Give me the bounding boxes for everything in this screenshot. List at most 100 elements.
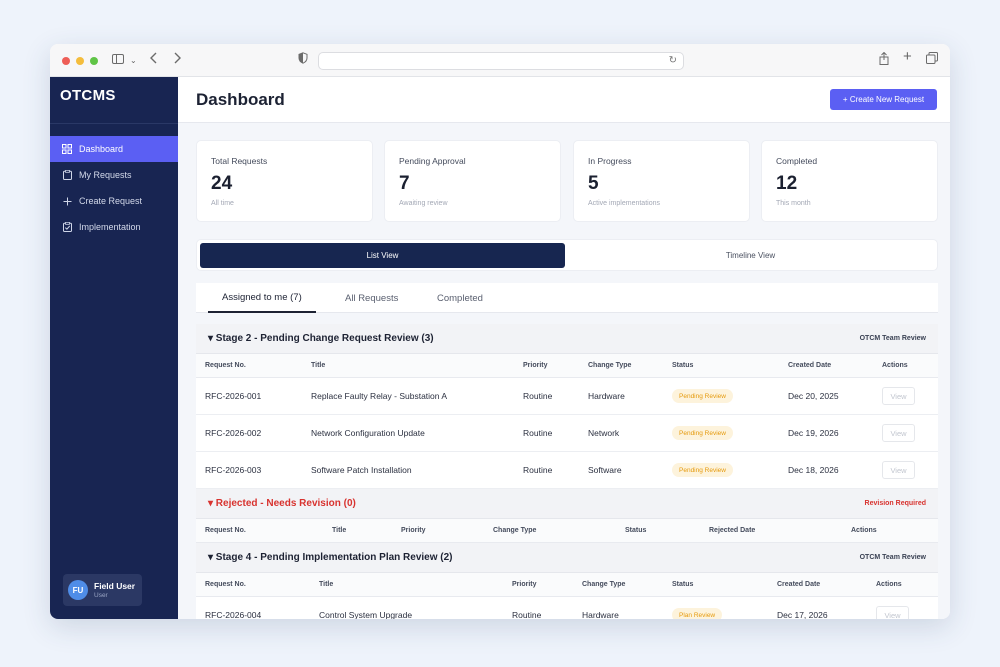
- tab-all-requests[interactable]: All Requests: [345, 292, 399, 304]
- column-header: Request No.: [205, 527, 246, 534]
- sidebar-item-label: Create Request: [79, 196, 143, 206]
- table-header: Request No. Title Priority Change Type S…: [196, 354, 938, 378]
- new-tab-icon[interactable]: +: [903, 48, 912, 65]
- table-row[interactable]: RFC-2026-003 Software Patch Installation…: [196, 452, 938, 489]
- section-header[interactable]: ▾ Stage 4 - Pending Implementation Plan …: [196, 543, 938, 573]
- address-bar[interactable]: ↻: [318, 52, 684, 70]
- stat-subtext: This month: [776, 200, 811, 207]
- request-title: Replace Faulty Relay - Substation A: [311, 391, 448, 401]
- timeline-view-button[interactable]: Timeline View: [725, 251, 776, 260]
- stat-label: Total Requests: [211, 156, 268, 166]
- stat-card-completed: Completed 12 This month: [761, 140, 938, 222]
- column-header: Status: [625, 527, 647, 534]
- column-header: Change Type: [582, 581, 626, 588]
- column-header: Change Type: [493, 527, 537, 534]
- column-header: Priority: [401, 527, 426, 534]
- column-header: Status: [672, 581, 694, 588]
- column-header: Title: [332, 527, 347, 534]
- create-new-request-button[interactable]: + Create New Request: [830, 89, 937, 110]
- column-header: Actions: [882, 362, 908, 369]
- section-title: ▾ Stage 4 - Pending Implementation Plan …: [208, 552, 453, 563]
- table-row[interactable]: RFC-2026-002 Network Configuration Updat…: [196, 415, 938, 452]
- request-priority: Routine: [512, 610, 542, 619]
- forward-arrow-icon[interactable]: [173, 52, 181, 68]
- clipboard-icon: [62, 170, 72, 180]
- sidebar-toggle-icon[interactable]: [112, 52, 124, 68]
- column-header: Rejected Date: [709, 527, 756, 534]
- view-toggle: List View Timeline View: [196, 239, 938, 271]
- app-logo: OTCMS: [60, 87, 116, 104]
- tabs-overview-icon[interactable]: [926, 52, 938, 68]
- chevron-down-icon[interactable]: ⌄: [130, 56, 137, 65]
- sidebar-item-create-request[interactable]: Create Request: [50, 188, 178, 214]
- section-title: ▾ Stage 2 - Pending Change Request Revie…: [208, 333, 434, 344]
- change-type: Network: [588, 428, 620, 438]
- sidebar-item-dashboard[interactable]: Dashboard: [50, 136, 178, 162]
- sidebar-item-my-requests[interactable]: My Requests: [50, 162, 178, 188]
- tab-assigned-to-me[interactable]: Assigned to me (7): [208, 283, 316, 313]
- section-header[interactable]: ▾ Rejected - Needs Revision (0) Revision…: [196, 489, 938, 519]
- view-button[interactable]: View: [876, 606, 909, 619]
- request-tabs: Assigned to me (7) All Requests Complete…: [196, 283, 938, 313]
- shield-icon[interactable]: [298, 52, 308, 68]
- user-profile-card[interactable]: FU Field User User: [63, 574, 142, 606]
- column-header: Title: [311, 362, 326, 369]
- page-header: Dashboard + Create New Request: [178, 77, 950, 123]
- column-header: Actions: [876, 581, 902, 588]
- stat-label: Completed: [776, 156, 818, 166]
- tab-completed[interactable]: Completed: [437, 292, 483, 304]
- table-row[interactable]: RFC-2026-001 Replace Faulty Relay - Subs…: [196, 378, 938, 415]
- back-arrow-icon[interactable]: [150, 52, 158, 68]
- list-view-button[interactable]: List View: [200, 243, 565, 268]
- change-type: Hardware: [582, 610, 619, 619]
- column-header: Request No.: [205, 581, 246, 588]
- sidebar-item-label: My Requests: [79, 170, 132, 180]
- column-header: Change Type: [588, 362, 632, 369]
- rejected-section: ▾ Rejected - Needs Revision (0) Revision…: [196, 489, 938, 543]
- minimize-window-button[interactable]: [76, 57, 84, 65]
- created-date: Dec 19, 2026: [788, 428, 839, 438]
- view-button[interactable]: View: [882, 387, 915, 405]
- stat-value: 12: [776, 173, 798, 194]
- request-number: RFC-2026-001: [205, 391, 262, 401]
- column-header: Created Date: [788, 362, 832, 369]
- main-content: Dashboard + Create New Request Total Req…: [178, 77, 950, 619]
- column-header: Status: [672, 362, 694, 369]
- plus-icon: [62, 196, 72, 206]
- created-date: Dec 20, 2025: [788, 391, 839, 401]
- created-date: Dec 17, 2026: [777, 610, 828, 619]
- request-priority: Routine: [523, 391, 553, 401]
- sidebar-item-label: Dashboard: [79, 144, 124, 154]
- share-icon[interactable]: [879, 51, 889, 69]
- section-reviewer: OTCM Team Review: [859, 554, 926, 561]
- table-header: Request No. Title Priority Change Type S…: [196, 573, 938, 597]
- grid-icon: [62, 144, 72, 154]
- maximize-window-button[interactable]: [90, 57, 98, 65]
- request-number: RFC-2026-002: [205, 428, 262, 438]
- stat-subtext: Awaiting review: [399, 200, 448, 207]
- stat-card-total-requests: Total Requests 24 All time: [196, 140, 373, 222]
- section-header[interactable]: ▾ Stage 2 - Pending Change Request Revie…: [196, 324, 938, 354]
- status-badge: Plan Review: [672, 608, 723, 619]
- view-button[interactable]: View: [882, 461, 915, 479]
- table-row[interactable]: RFC-2026-004 Control System Upgrade Rout…: [196, 597, 938, 619]
- stat-value: 7: [399, 173, 410, 194]
- change-type: Software: [588, 465, 622, 475]
- page-title: Dashboard: [196, 90, 285, 109]
- table-header: Request No. Title Priority Change Type S…: [196, 519, 938, 543]
- reload-icon[interactable]: ↻: [668, 55, 677, 66]
- user-role: User: [94, 592, 108, 599]
- view-button[interactable]: View: [882, 424, 915, 442]
- column-header: Title: [319, 581, 334, 588]
- section-reviewer: OTCM Team Review: [859, 335, 926, 342]
- change-type: Hardware: [588, 391, 625, 401]
- status-badge: Pending Review: [672, 463, 733, 477]
- status-badge: Pending Review: [672, 389, 733, 403]
- close-window-button[interactable]: [62, 57, 70, 65]
- sidebar-item-implementation[interactable]: Implementation: [50, 214, 178, 240]
- sidebar-divider: [50, 123, 178, 124]
- stat-label: Pending Approval: [399, 156, 466, 166]
- column-header: Created Date: [777, 581, 821, 588]
- stage2-section: ▾ Stage 2 - Pending Change Request Revie…: [196, 324, 938, 489]
- created-date: Dec 18, 2026: [788, 465, 839, 475]
